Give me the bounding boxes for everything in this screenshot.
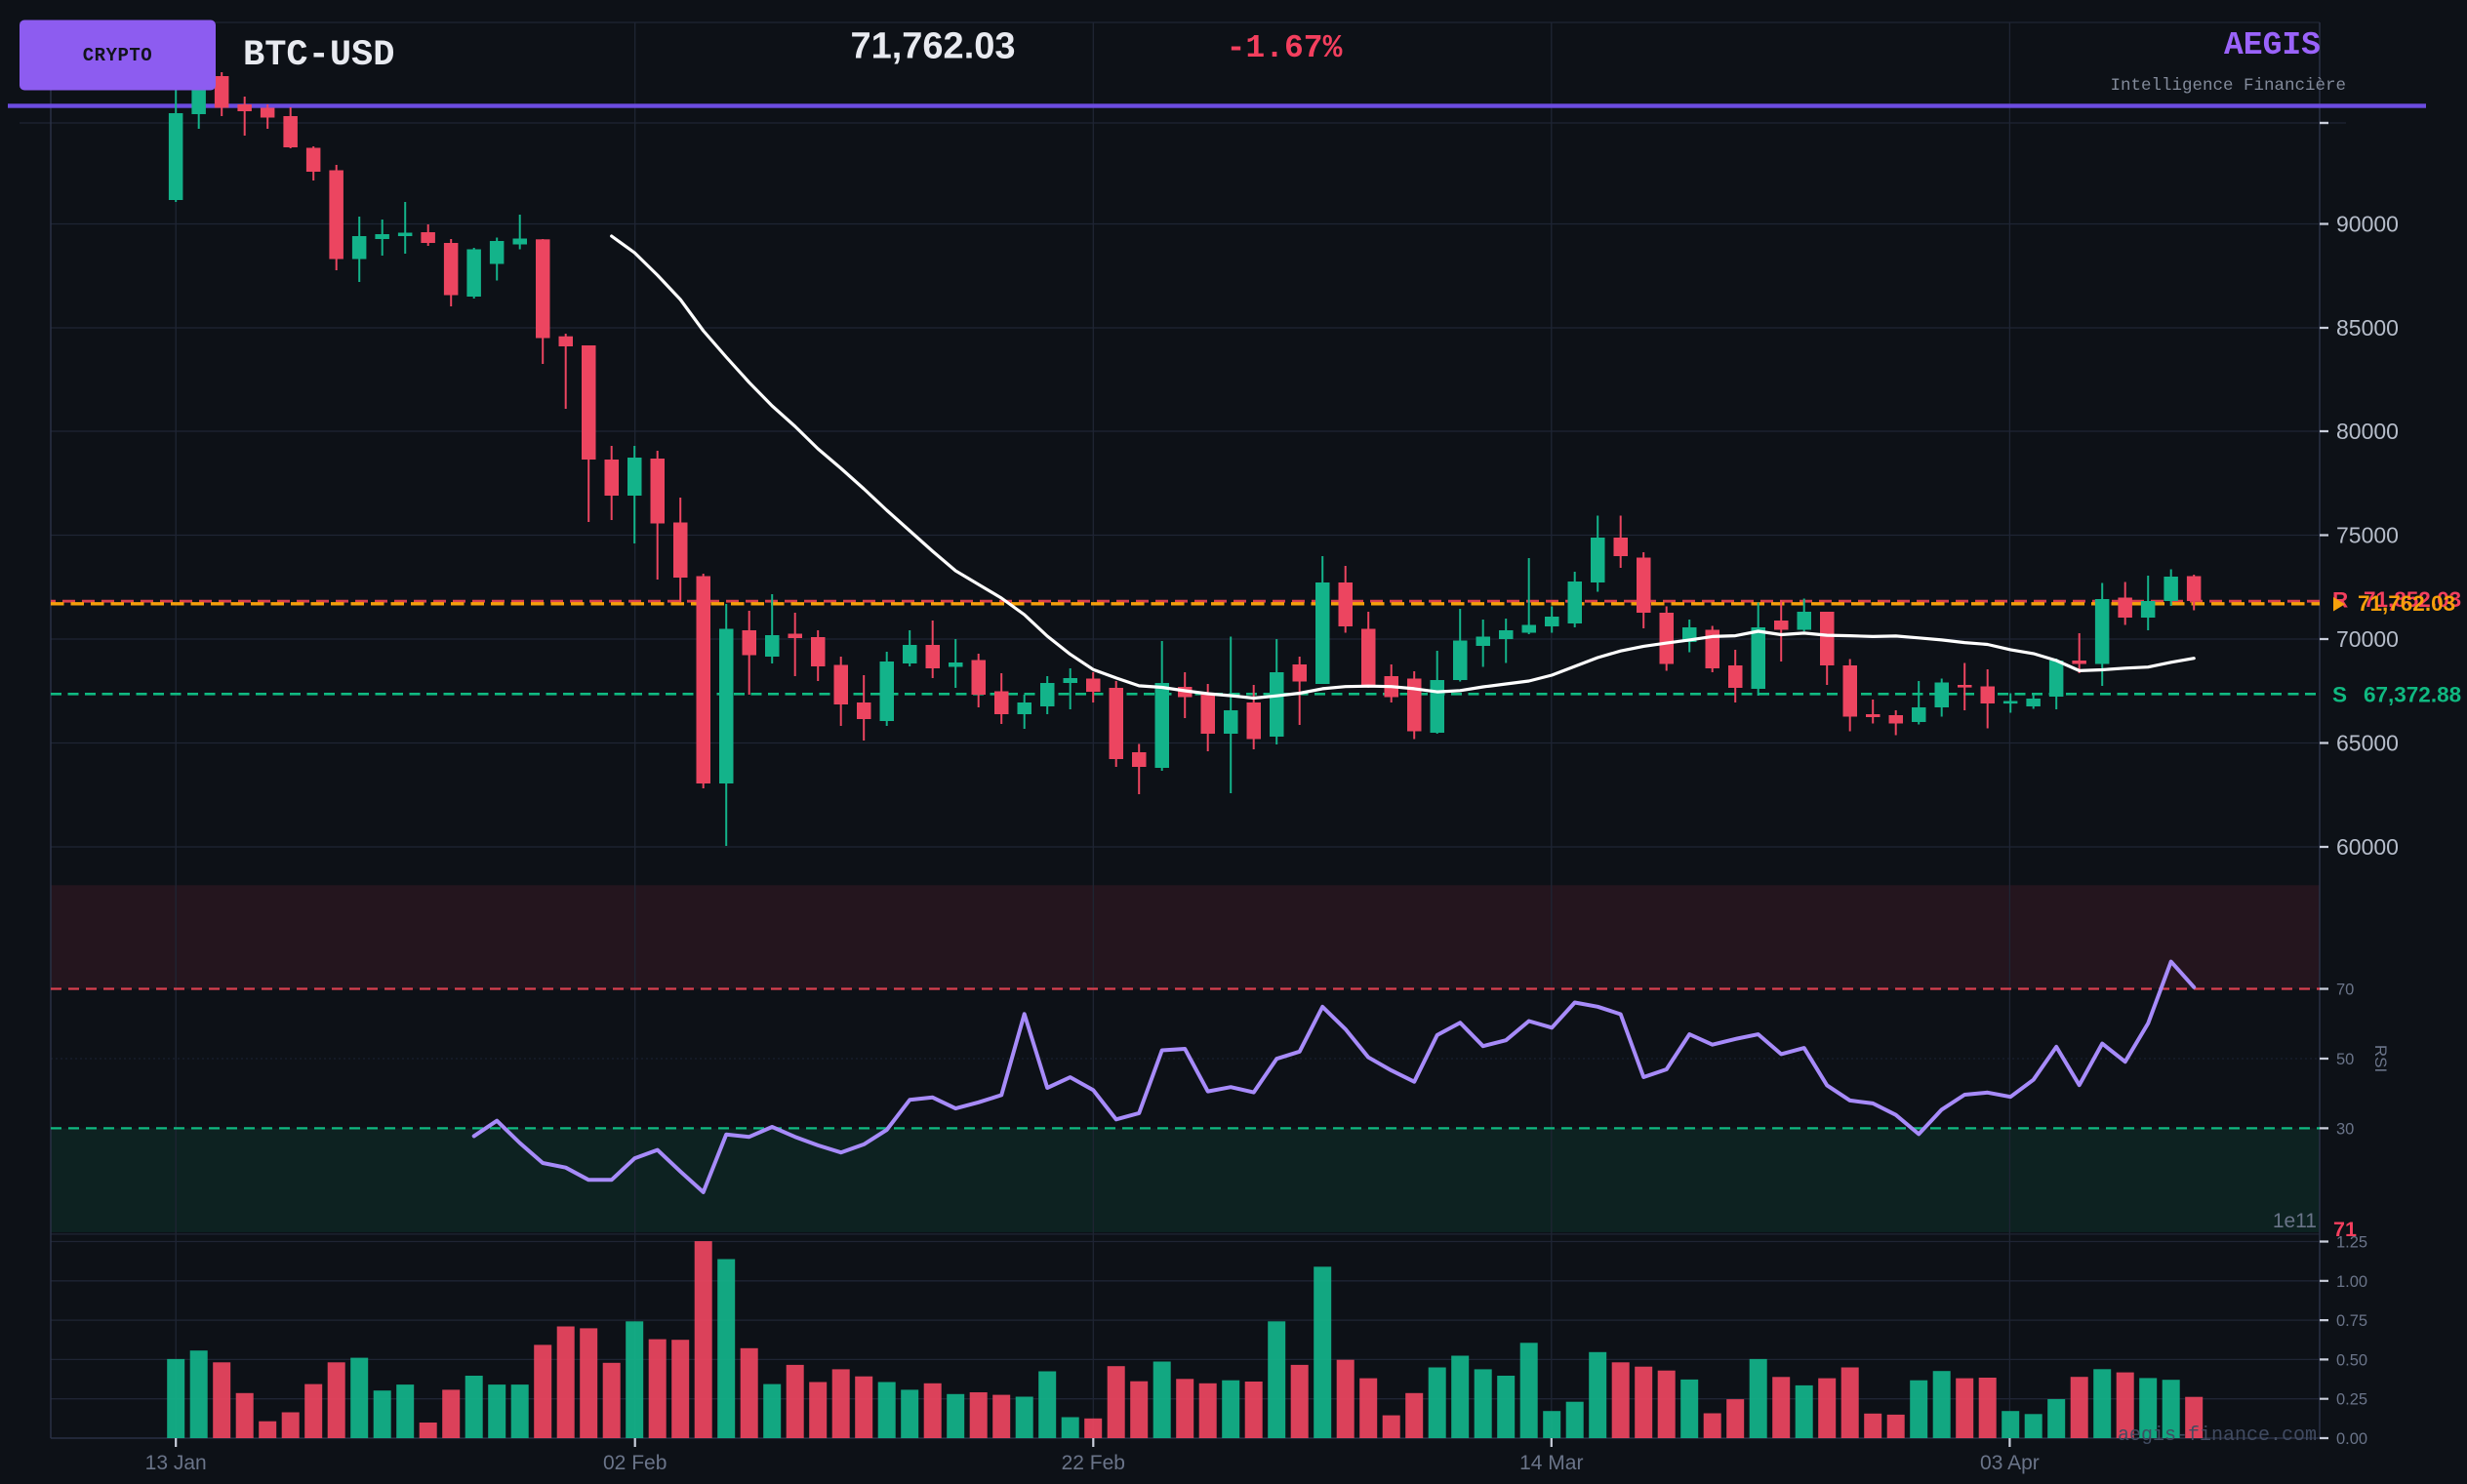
svg-text:22 Feb: 22 Feb [1062,1452,1125,1474]
svg-text:AEGIS: AEGIS [2224,27,2321,63]
svg-text:70: 70 [2336,982,2354,999]
svg-text:02 Feb: 02 Feb [603,1452,667,1474]
svg-text:RSI: RSI [2371,1045,2390,1072]
svg-text:1.25: 1.25 [2336,1234,2367,1252]
svg-text:13 Jan: 13 Jan [145,1452,207,1474]
svg-text:71,762.03: 71,762.03 [850,26,1015,67]
svg-text:14 Mar: 14 Mar [1519,1452,1583,1474]
svg-text:80000: 80000 [2336,419,2399,444]
svg-text:S: S [2332,683,2347,707]
svg-text:aegis-finance.com: aegis-finance.com [2118,1424,2317,1447]
svg-text:85000: 85000 [2336,315,2399,341]
svg-text:90000: 90000 [2336,212,2399,237]
svg-text:BTC-USD: BTC-USD [243,35,394,76]
svg-text:65000: 65000 [2336,731,2399,756]
svg-text:75000: 75000 [2336,523,2399,548]
svg-text:67,372.88: 67,372.88 [2364,683,2461,707]
svg-text:0.75: 0.75 [2336,1312,2367,1330]
svg-text:CRYPTO: CRYPTO [83,45,152,66]
svg-text:-1.67%: -1.67% [1227,30,1343,66]
svg-text:30: 30 [2336,1120,2354,1138]
svg-text:71,762.03: 71,762.03 [2358,591,2455,616]
svg-text:71,852.03: 71,852.03 [2364,587,2461,612]
svg-text:03 Apr: 03 Apr [1980,1452,2040,1474]
svg-text:50: 50 [2336,1051,2354,1068]
svg-text:0.00: 0.00 [2336,1430,2367,1448]
svg-text:0.25: 0.25 [2336,1391,2367,1409]
svg-text:60000: 60000 [2336,834,2399,860]
svg-text:71: 71 [2333,1218,2357,1241]
svg-text:1.00: 1.00 [2336,1273,2367,1291]
svg-text:1e11: 1e11 [2273,1210,2317,1232]
svg-text:0.50: 0.50 [2336,1351,2367,1369]
svg-text:70000: 70000 [2336,626,2399,652]
svg-text:Intelligence Financière: Intelligence Financière [2110,76,2346,96]
